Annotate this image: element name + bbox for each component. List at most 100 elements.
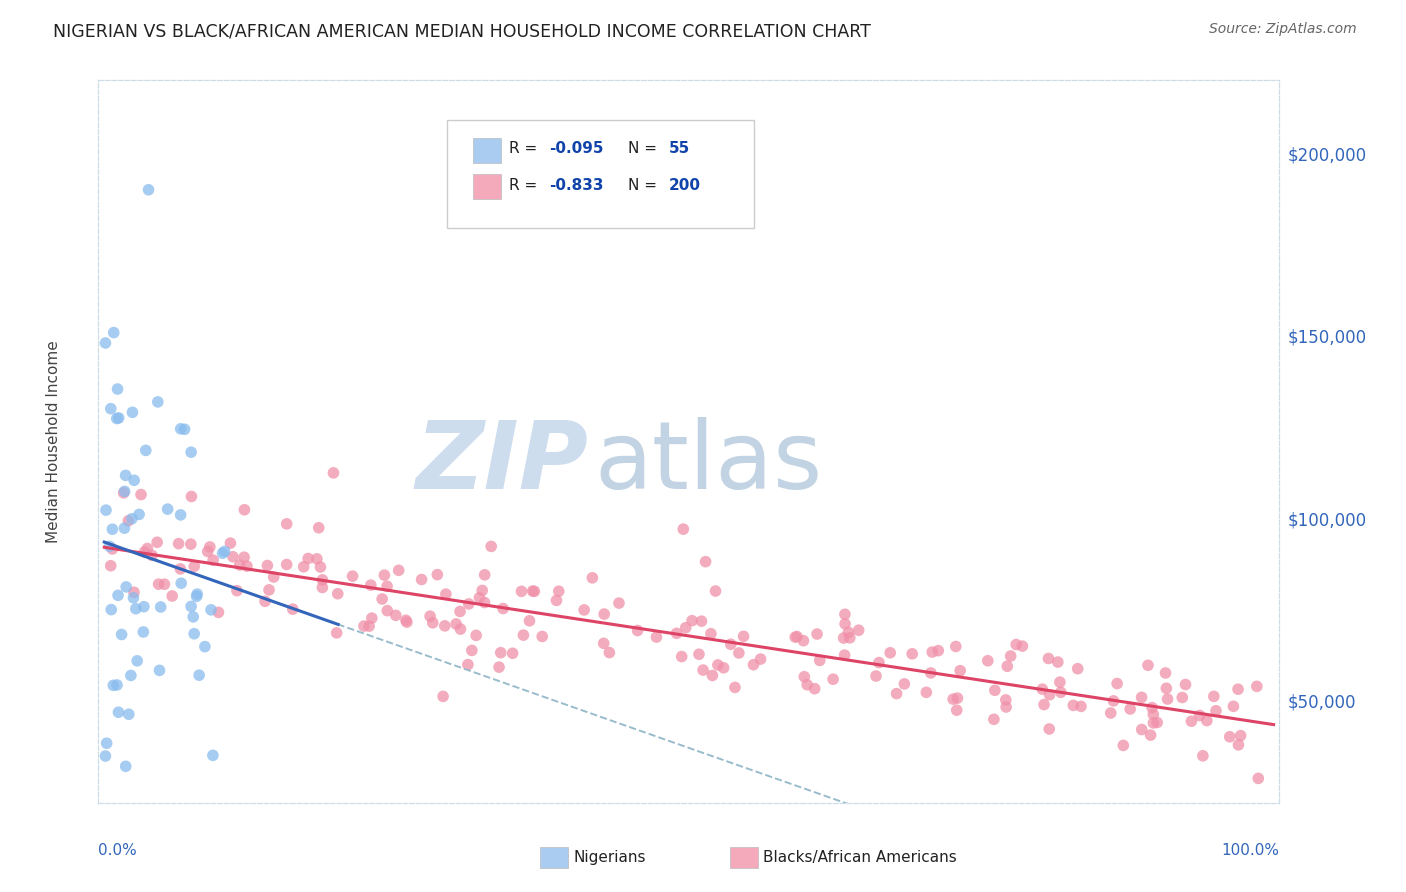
Point	[592, 636, 614, 650]
Point	[167, 536, 190, 550]
Point	[1195, 714, 1218, 728]
Point	[211, 546, 233, 560]
Point	[702, 668, 724, 682]
Point	[645, 630, 668, 644]
Point	[353, 619, 375, 633]
Point	[311, 573, 333, 587]
Point	[675, 621, 697, 635]
Point	[419, 609, 441, 624]
Point	[942, 692, 965, 706]
Point	[326, 587, 349, 601]
Point	[114, 484, 136, 499]
Point	[1011, 639, 1033, 653]
Point	[572, 603, 595, 617]
Point	[263, 570, 285, 584]
Point	[492, 601, 515, 615]
Point	[96, 736, 118, 750]
Point	[129, 487, 152, 501]
Point	[198, 540, 221, 554]
Point	[434, 587, 457, 601]
Point	[713, 661, 735, 675]
Point	[808, 653, 831, 667]
Text: 100.0%: 100.0%	[1222, 843, 1279, 857]
Point	[461, 643, 484, 657]
Text: 200: 200	[669, 178, 700, 193]
Point	[197, 544, 219, 558]
Point	[107, 411, 129, 425]
Point	[395, 615, 418, 629]
Point	[1171, 690, 1194, 705]
Text: N =: N =	[627, 178, 657, 193]
Point	[132, 624, 155, 639]
Text: -0.095: -0.095	[550, 142, 605, 156]
Point	[135, 443, 157, 458]
Point	[122, 591, 145, 605]
Point	[200, 603, 222, 617]
Point	[793, 670, 815, 684]
Point	[690, 614, 713, 628]
Point	[114, 759, 136, 773]
Point	[945, 703, 967, 717]
Point	[728, 646, 751, 660]
Point	[107, 705, 129, 719]
Point	[581, 571, 603, 585]
Point	[360, 578, 382, 592]
Point	[886, 687, 908, 701]
Point	[1005, 638, 1028, 652]
Point	[479, 540, 502, 554]
Point	[1219, 730, 1241, 744]
Point	[148, 664, 170, 678]
Point	[276, 516, 298, 531]
Point	[1049, 675, 1071, 690]
Point	[1046, 655, 1069, 669]
Point	[311, 581, 333, 595]
Point	[671, 649, 693, 664]
Point	[901, 647, 924, 661]
Point	[305, 552, 328, 566]
Point	[180, 445, 202, 459]
Point	[593, 607, 616, 621]
Point	[1049, 685, 1071, 699]
Point	[411, 573, 433, 587]
Point	[395, 613, 418, 627]
Point	[720, 637, 742, 651]
Point	[523, 584, 546, 599]
Point	[1139, 728, 1161, 742]
Point	[700, 626, 723, 640]
Point	[100, 558, 122, 573]
Point	[1062, 698, 1084, 713]
Text: N =: N =	[627, 142, 657, 156]
Point	[823, 672, 845, 686]
Point	[422, 615, 444, 630]
Text: -0.833: -0.833	[550, 178, 605, 193]
Point	[995, 700, 1018, 714]
Point	[118, 707, 141, 722]
Point	[1099, 706, 1122, 720]
Point	[672, 522, 695, 536]
Point	[236, 559, 259, 574]
Point	[834, 648, 856, 662]
Point	[1227, 682, 1250, 697]
Point	[122, 585, 145, 599]
Point	[194, 640, 217, 654]
Point	[100, 401, 122, 416]
Point	[229, 558, 252, 572]
Point	[681, 614, 703, 628]
Point	[449, 605, 471, 619]
Point	[173, 422, 195, 436]
Point	[110, 627, 132, 641]
Point	[512, 628, 534, 642]
Point	[186, 590, 208, 604]
Point	[984, 683, 1007, 698]
Point	[1038, 688, 1060, 702]
Point	[742, 657, 765, 672]
Point	[132, 599, 155, 614]
Text: Nigerians: Nigerians	[574, 850, 647, 864]
Point	[1154, 665, 1177, 680]
Point	[105, 411, 128, 425]
Point	[1038, 651, 1060, 665]
Point	[1202, 690, 1225, 704]
Point	[707, 657, 730, 672]
Point	[1136, 658, 1159, 673]
Point	[183, 559, 205, 574]
